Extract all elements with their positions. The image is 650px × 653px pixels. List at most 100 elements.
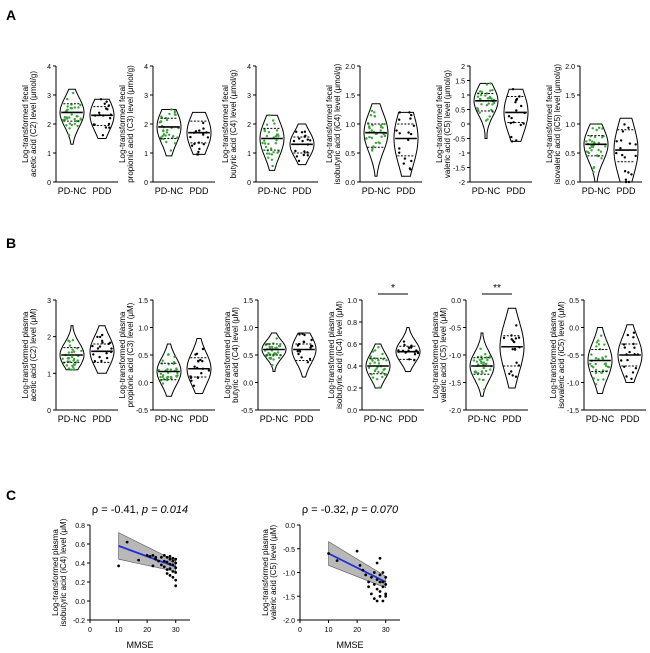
data-point — [594, 362, 597, 366]
data-point — [481, 378, 485, 382]
data-point — [590, 149, 593, 152]
data-point — [410, 159, 413, 163]
violin-pdd — [393, 111, 419, 177]
y-tick-label: 1.0 — [565, 122, 575, 129]
y-tick-label: -1.0 — [283, 571, 295, 578]
data-point — [202, 133, 205, 136]
y-axis-label: acetic acid (C2) level (μmol/g) — [29, 71, 38, 177]
data-point — [623, 156, 626, 159]
data-point — [619, 147, 622, 150]
y-tick-label: 0.0 — [285, 523, 295, 530]
data-point — [159, 372, 163, 376]
data-point — [300, 356, 303, 359]
data-point — [381, 585, 385, 589]
y-tick-label: 1 — [47, 371, 51, 378]
data-point — [485, 104, 489, 107]
x-tick-label: PD-NC — [58, 186, 87, 196]
data-point — [381, 352, 384, 356]
y-tick-label: 4 — [47, 64, 51, 71]
data-point — [372, 145, 375, 148]
violin-chart-2: 0 1 2 3 4 Log-transformed fecal butyric acid (… — [221, 64, 318, 196]
data-point — [274, 135, 278, 138]
data-point — [278, 356, 281, 359]
data-point — [486, 358, 489, 362]
data-point — [409, 132, 413, 136]
y-tick-label: -0.5 — [241, 408, 253, 415]
data-point — [592, 170, 595, 174]
data-point — [515, 109, 518, 112]
data-point — [368, 127, 371, 130]
x-tick-label: PD-NC — [362, 186, 391, 196]
data-point — [164, 116, 168, 120]
data-point — [382, 368, 385, 371]
data-point — [159, 375, 162, 379]
data-point — [190, 379, 193, 382]
data-point — [206, 136, 210, 139]
data-point — [378, 594, 382, 598]
data-point — [626, 333, 629, 337]
data-point — [167, 353, 170, 356]
data-point — [196, 153, 200, 156]
data-point — [597, 148, 600, 152]
data-point — [192, 384, 196, 387]
data-point — [511, 140, 514, 143]
data-point — [199, 358, 202, 362]
data-point — [151, 554, 155, 557]
data-point — [626, 358, 629, 362]
data-point — [590, 145, 594, 149]
data-point — [176, 371, 179, 375]
data-point — [600, 334, 603, 337]
y-tick-label: 1.5 — [243, 298, 253, 305]
data-point — [301, 332, 304, 335]
y-tick-label: 2.0 — [565, 64, 575, 71]
data-point — [172, 362, 175, 366]
data-point — [137, 558, 141, 562]
data-point — [482, 388, 486, 391]
data-point — [264, 145, 268, 149]
data-point — [370, 129, 373, 132]
y-tick-label: 0 — [47, 180, 51, 187]
data-point — [375, 578, 379, 581]
violin-chart-3: 0.0 0.5 1.0 1.5 2.0 Log-transformed fecal isob… — [325, 63, 422, 196]
violin-pd-nc — [59, 88, 85, 145]
data-point — [265, 134, 269, 138]
data-point — [623, 170, 627, 173]
y-axis-label: Log-transformed plasma — [51, 529, 60, 616]
data-point — [165, 140, 168, 144]
data-point — [384, 583, 388, 586]
data-point — [107, 104, 111, 107]
y-tick-label: 2 — [47, 335, 51, 342]
data-point — [375, 367, 378, 370]
data-point — [479, 90, 482, 93]
data-point — [65, 109, 68, 112]
data-point — [157, 559, 161, 563]
y-axis-label: isobutyric acid (iC4) level (μM) — [335, 301, 344, 409]
violin-pd-nc — [363, 103, 389, 177]
data-point — [72, 366, 75, 369]
data-point — [478, 358, 482, 362]
x-tick-label: PDD — [502, 414, 522, 424]
y-axis-label: isovaleric acid (iC5) level (μmol/g) — [553, 64, 562, 185]
y-axis-label: isobutyric acid (iC4) level (μM) — [59, 518, 68, 626]
data-point — [632, 336, 635, 339]
data-point — [604, 364, 608, 367]
data-point — [367, 366, 371, 369]
violin-pdd — [89, 325, 115, 374]
y-axis-label: Log-transformed fecal — [118, 85, 127, 163]
y-axis-label: Log-transformed fecal — [221, 85, 230, 163]
data-point — [511, 339, 515, 342]
data-point — [168, 567, 172, 571]
data-point — [171, 570, 175, 573]
data-point — [298, 137, 301, 140]
y-tick-label: 0.5 — [243, 353, 253, 360]
data-point — [410, 113, 413, 117]
data-point — [480, 93, 483, 97]
data-point — [589, 362, 592, 366]
data-point — [96, 335, 99, 339]
data-point — [371, 376, 375, 379]
data-point — [594, 368, 598, 372]
x-tick-label: 0 — [88, 627, 92, 634]
data-point — [631, 371, 635, 374]
y-tick-label: 0.5 — [345, 151, 355, 158]
data-point — [378, 573, 382, 577]
